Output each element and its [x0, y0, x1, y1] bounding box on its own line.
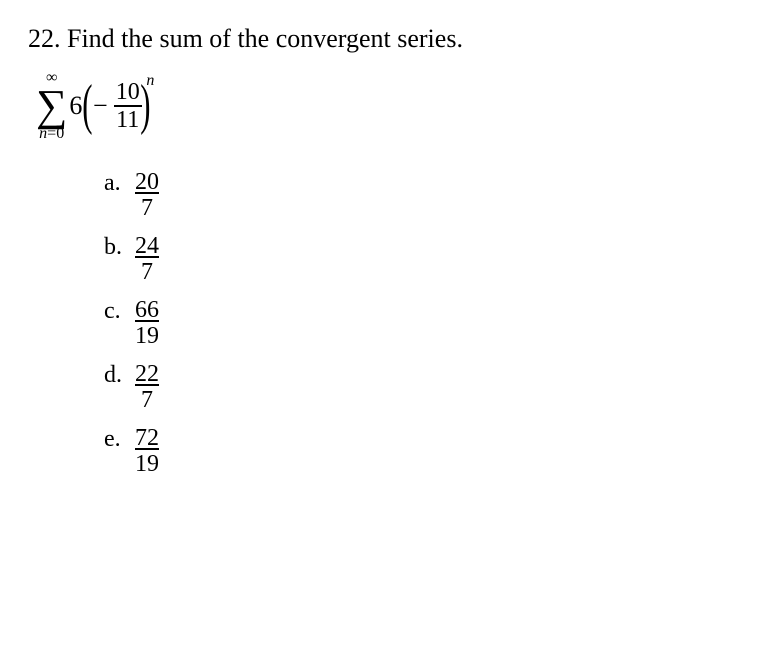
- sigma-start: 0: [56, 125, 64, 142]
- choice-numerator: 66: [134, 298, 160, 322]
- sigma-symbol: ∑: [36, 86, 67, 126]
- choice-fraction: 22 7: [134, 362, 160, 412]
- choice-c: c. 66 19: [104, 298, 746, 348]
- sigma-block: ∞ ∑ n=0: [36, 70, 67, 142]
- choice-label: e.: [104, 426, 134, 453]
- ratio-numerator: 10: [114, 80, 142, 104]
- choice-denominator: 7: [141, 260, 153, 284]
- question-line: 22. Find the sum of the convergent serie…: [28, 24, 746, 54]
- answer-choices: a. 20 7 b. 24 7 c. 66 19 d. 22 7: [104, 170, 746, 476]
- paren-content: − 10 11: [91, 80, 142, 132]
- choice-numerator: 20: [134, 170, 160, 194]
- choice-denominator: 19: [135, 324, 159, 348]
- series-formula: ∞ ∑ n=0 6 ( − 10 11 ) n: [36, 70, 746, 142]
- sigma-index-var: n: [39, 125, 47, 142]
- choice-denominator: 7: [141, 196, 153, 220]
- question-text: Find the sum of the convergent series.: [67, 24, 463, 53]
- choice-label: c.: [104, 298, 134, 325]
- choice-fraction: 72 19: [134, 426, 160, 476]
- choice-label: a.: [104, 170, 134, 197]
- choice-numerator: 22: [134, 362, 160, 386]
- minus-sign: −: [93, 91, 108, 121]
- choice-e: e. 72 19: [104, 426, 746, 476]
- choice-denominator: 19: [135, 452, 159, 476]
- choice-a: a. 20 7: [104, 170, 746, 220]
- choice-label: b.: [104, 234, 134, 261]
- choice-fraction: 20 7: [134, 170, 160, 220]
- choice-d: d. 22 7: [104, 362, 746, 412]
- coefficient: 6: [69, 91, 82, 121]
- left-paren: (: [83, 83, 93, 128]
- choice-b: b. 24 7: [104, 234, 746, 284]
- page: 22. Find the sum of the convergent serie…: [0, 0, 774, 514]
- choice-label: d.: [104, 362, 134, 389]
- choice-denominator: 7: [141, 388, 153, 412]
- ratio-fraction: 10 11: [114, 80, 142, 132]
- right-paren: ): [140, 83, 150, 128]
- choice-fraction: 24 7: [134, 234, 160, 284]
- choice-numerator: 24: [134, 234, 160, 258]
- choice-fraction: 66 19: [134, 298, 160, 348]
- sigma-lower-bound: n=0: [39, 126, 64, 142]
- ratio-denominator: 11: [114, 108, 141, 132]
- sigma-eq: =: [47, 125, 56, 142]
- question-number: 22.: [28, 24, 61, 53]
- choice-numerator: 72: [134, 426, 160, 450]
